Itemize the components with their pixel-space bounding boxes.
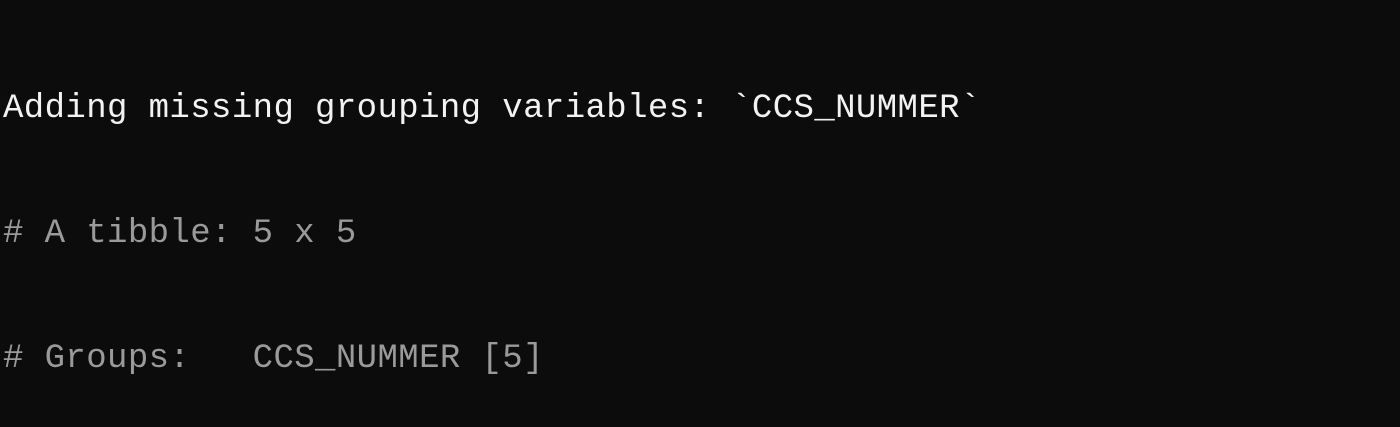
groups-comment: # Groups: CCS_NUMMER [5] — [3, 339, 544, 378]
tibble-size-comment: # A tibble: 5 x 5 — [3, 214, 357, 253]
warning-message: Adding missing grouping variables: `CCS_… — [3, 90, 981, 129]
